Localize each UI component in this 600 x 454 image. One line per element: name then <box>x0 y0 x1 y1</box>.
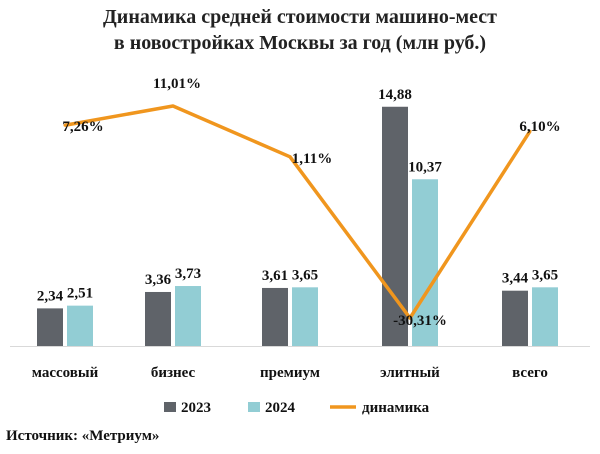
line-label-0: 7,26% <box>62 119 103 135</box>
bar-2023-2 <box>262 287 288 346</box>
bar-2024-3 <box>412 179 438 346</box>
bar-2023-1 <box>145 291 171 346</box>
line-point-2 <box>288 155 292 159</box>
category-label-0: массовый <box>32 365 99 381</box>
labels-layer: 2,34 3,36 3,61 14,88 3,44 2,51 3,73 3,65 10,37 3,… <box>32 76 561 381</box>
category-label-3: элитный <box>380 365 440 381</box>
line-point-3 <box>408 316 412 320</box>
line-label-3: -30,31% <box>393 313 447 329</box>
line-label-2: 1,11% <box>292 151 332 167</box>
bar-label-2023-0: 2,34 <box>37 288 64 304</box>
legend-label-2: динамика <box>362 400 430 416</box>
line-point-0 <box>63 123 67 127</box>
line-dynamics <box>64 104 532 320</box>
bar-2023-3 <box>382 106 408 347</box>
legend: 2023 2024 динамика <box>164 400 430 416</box>
bar-2023-0 <box>37 308 63 346</box>
legend-label-0: 2023 <box>181 400 211 416</box>
category-label-1: бизнес <box>151 365 196 381</box>
title-line-2: в новостройках Москвы за год (млн руб.) <box>113 32 487 54</box>
legend-label-1: 2024 <box>265 400 296 416</box>
bars-layer <box>10 106 590 347</box>
category-label-2: премиум <box>260 365 320 381</box>
bar-2023-4 <box>502 290 528 346</box>
source-note: Источник: «Метриум» <box>6 428 160 444</box>
bar-2024-4 <box>532 287 558 346</box>
chart-title: Динамика средней стоимости машино-мест в… <box>0 4 600 56</box>
bar-2024-2 <box>292 287 318 346</box>
line-layer <box>63 104 532 320</box>
title-line-1: Динамика средней стоимости машино-мест <box>103 6 497 28</box>
bar-2024-0 <box>67 305 93 346</box>
bar-label-2023-4: 3,44 <box>502 271 529 287</box>
legend-swatch-1 <box>248 402 260 412</box>
line-point-4 <box>528 129 532 133</box>
bar-label-2024-4: 3,65 <box>532 267 558 283</box>
line-label-1: 11,01% <box>153 76 201 92</box>
bar-label-2023-2: 3,61 <box>262 268 288 284</box>
legend-swatch-0 <box>164 402 176 412</box>
bar-2024-1 <box>175 286 201 346</box>
bar-label-2023-3: 14,88 <box>378 87 412 103</box>
bar-label-2024-1: 3,73 <box>175 266 201 282</box>
bar-label-2024-3: 10,37 <box>408 159 442 175</box>
line-label-4: 6,10% <box>519 119 560 135</box>
line-point-1 <box>171 104 175 108</box>
bar-label-2023-1: 3,36 <box>145 272 172 288</box>
category-label-4: всего <box>512 365 548 381</box>
bar-label-2024-0: 2,51 <box>67 286 93 302</box>
bar-label-2024-2: 3,65 <box>292 267 318 283</box>
